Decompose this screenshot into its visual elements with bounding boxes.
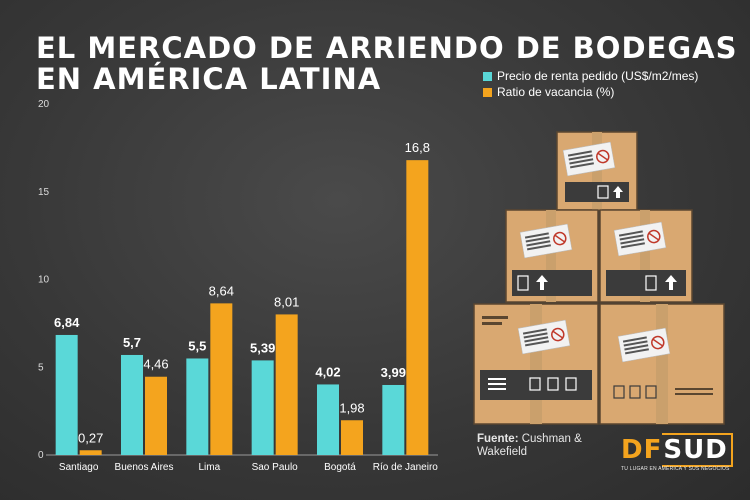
box-top	[556, 131, 638, 211]
x-tick-label: Bogotá	[324, 462, 356, 473]
title-line-2: EN AMÉRICA LATINA	[36, 62, 382, 96]
bar-vacancy-ratio	[210, 303, 233, 455]
legend-swatch-series-a	[483, 71, 492, 81]
bar-rent-price	[317, 384, 339, 455]
box-middle-left	[505, 209, 599, 303]
bar-rent-price	[382, 384, 405, 455]
data-label-rent-price: 3,99	[381, 365, 406, 380]
data-label-rent-price: 5,7	[123, 335, 141, 350]
y-tick-label: 20	[38, 99, 50, 110]
page-title: EL MERCADO DE ARRIENDO DE BODEGAS EN AMÉ…	[36, 33, 737, 95]
brand-logo: DFSUD TU LUGAR EN AMÉRICA Y SUS NEGOCIOS	[621, 433, 733, 472]
y-tick-label: 15	[38, 187, 50, 198]
x-tick-label: Santiago	[59, 462, 99, 473]
data-label-vacancy-ratio: 8,64	[209, 283, 234, 298]
bar-rent-price	[251, 360, 274, 455]
stacked-boxes-icon	[473, 131, 725, 425]
bar-vacancy-ratio	[79, 450, 102, 455]
x-tick-label: Río de Janeiro	[373, 462, 438, 473]
data-label-vacancy-ratio: 8,01	[274, 294, 299, 309]
data-label-vacancy-ratio: 4,46	[143, 357, 168, 372]
data-label-rent-price: 6,84	[54, 315, 80, 330]
bar-vacancy-ratio	[406, 160, 429, 455]
y-tick-label: 10	[38, 275, 50, 286]
data-label-vacancy-ratio: 16,8	[405, 140, 430, 155]
y-tick-label: 0	[38, 450, 44, 461]
data-label-vacancy-ratio: 0,27	[78, 430, 103, 445]
source-text: Cushman & Wakefield	[477, 433, 582, 458]
bar-rent-price	[186, 358, 209, 455]
logo-tagline: TU LUGAR EN AMÉRICA Y SUS NEGOCIOS	[621, 466, 730, 472]
bar-rent-price	[121, 354, 143, 455]
logo-df: DF	[621, 435, 663, 465]
legend-label-series-a: Precio de renta pedido (US$/m2/mes)	[497, 69, 699, 83]
x-tick-label: Buenos Aires	[115, 462, 174, 473]
source-note: Fuente: Cushman & Wakefield	[477, 433, 607, 459]
logo-sud: SUD	[662, 433, 733, 467]
x-tick-label: Sao Paulo	[252, 462, 299, 473]
data-label-rent-price: 4,02	[315, 364, 340, 379]
legend-item-series-b: Ratio de vacancia (%)	[483, 84, 698, 100]
x-tick-label: Lima	[198, 462, 220, 473]
legend-swatch-series-b	[483, 87, 492, 97]
data-label-rent-price: 5,39	[250, 340, 275, 355]
data-label-vacancy-ratio: 1,98	[339, 400, 364, 415]
source-label: Fuente:	[477, 433, 519, 445]
legend-item-series-a: Precio de renta pedido (US$/m2/mes)	[483, 68, 698, 84]
bar-rent-price	[55, 334, 78, 455]
box-bottom-right	[599, 303, 725, 425]
data-label-rent-price: 5,5	[188, 338, 206, 353]
box-bottom-left	[473, 303, 599, 425]
box-middle-right	[599, 209, 693, 303]
y-tick-label: 5	[38, 362, 44, 373]
bar-vacancy-ratio	[145, 376, 167, 455]
bar-vacancy-ratio	[275, 314, 298, 455]
title-line-1: EL MERCADO DE ARRIENDO DE BODEGAS	[36, 31, 738, 65]
legend-label-series-b: Ratio de vacancia (%)	[497, 85, 615, 99]
bar-chart: 0 5 10 15 20 6,84 0,27 Santiago 5,74,46 Buenos Ai…	[38, 99, 438, 473]
bar-vacancy-ratio	[341, 420, 363, 455]
chart-legend: Precio de renta pedido (US$/m2/mes) Rati…	[483, 68, 698, 100]
